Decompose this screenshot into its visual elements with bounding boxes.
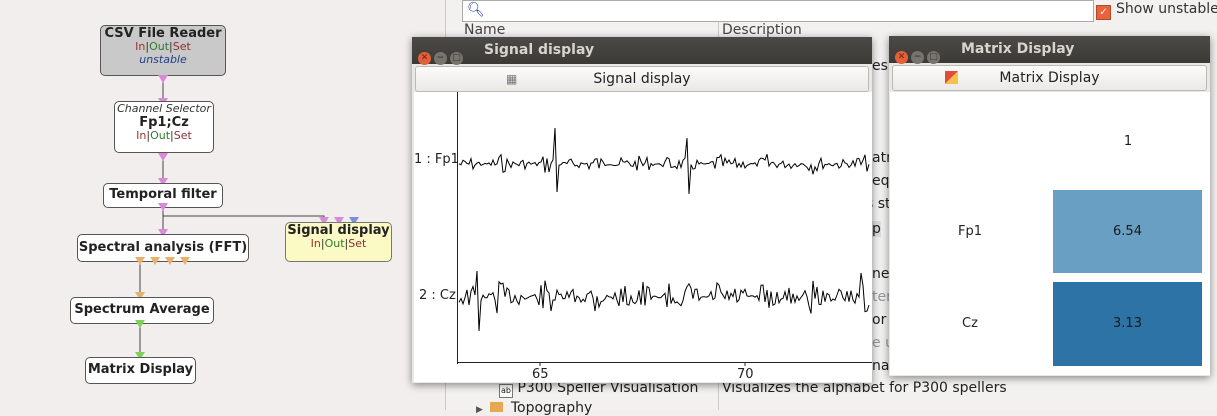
box-title: Spectrum Average [74,302,210,317]
column-header: 1 [1123,134,1133,149]
column-header-name[interactable]: Name [464,22,506,38]
output-pin[interactable] [150,257,160,265]
window-title: Matrix Display [961,41,1075,57]
channel-label: 2 : Cz [419,288,456,303]
trace-cz [458,270,870,332]
input-pin[interactable] [158,178,168,186]
output-pin[interactable] [135,320,145,328]
input-pin[interactable] [135,352,145,360]
y-axis [457,92,458,364]
row-label: Fp1 [958,224,983,239]
scenario-canvas[interactable]: CSV File Reader In|Out|Set unstable Chan… [0,0,445,410]
input-pin[interactable] [319,217,329,225]
input-pin[interactable] [334,217,344,225]
show-unstable-checkbox[interactable]: ✓ Show unstable [1096,1,1217,20]
window-titlebar[interactable]: ✕ − □ Matrix Display [889,36,1210,64]
close-icon[interactable]: ✕ [895,51,908,64]
tree-folder-topography[interactable]: ▶ Topography [476,400,593,416]
list-item-description: Visualizes the alphabet for P300 speller… [722,380,1007,396]
box-title: Spectral analysis (FFT) [78,240,248,255]
input-pin[interactable] [135,292,145,300]
expand-arrow-icon: ▶ [476,405,483,415]
description-fragment: s st [866,196,891,212]
matrix-grid: 1 Fp1 6.54 Cz 3.13 [890,92,1210,375]
input-pin[interactable] [158,229,168,237]
maximize-icon[interactable]: □ [927,51,940,64]
maximize-icon[interactable]: □ [450,52,463,65]
input-pin[interactable] [349,217,359,225]
signal-display-box[interactable]: Signal display In|Out|Set [285,222,392,262]
matrix-toolbar-button[interactable]: Matrix Display [892,65,1207,91]
search-input[interactable]: 🔍︎ [462,0,1094,22]
box-title: Signal display [287,223,390,238]
minimize-icon[interactable]: − [911,51,924,64]
window-title: Signal display [484,42,595,58]
search-icon: 🔍︎ [467,2,485,18]
grid-icon: ▦ [506,72,518,86]
box-title: Matrix Display [87,362,194,377]
box-title: Temporal filter [109,187,217,202]
box-io-labels: In|Out|Set [135,40,191,53]
output-pin[interactable] [165,257,175,265]
channel-selector-box[interactable]: Channel Selector Fp1;Cz In|Out|Set [114,101,214,153]
column-header-description[interactable]: Description [722,22,802,38]
description-fragment: es [872,58,888,74]
output-pin[interactable] [180,257,190,265]
description-fragment: p [872,221,881,237]
unstable-flag: unstable [139,53,187,66]
list-item[interactable]: ab P300 Speller Visualisation [499,380,699,398]
output-pin[interactable] [158,75,168,83]
output-pin[interactable] [158,203,168,211]
box-title: Fp1;Cz [139,115,189,130]
signal-traces [458,127,870,366]
box-type-icon: ab [499,384,513,398]
signal-plot-area[interactable]: 1 : Fp1 2 : Cz 65 70 [414,92,872,382]
description-fragment: ter [872,289,892,305]
matrix-display-box[interactable]: Matrix Display [85,357,196,384]
csv-file-reader-box[interactable]: CSV File Reader In|Out|Set unstable [100,25,226,76]
row-label: Cz [962,316,978,331]
box-title: CSV File Reader [104,26,222,41]
window-controls: ✕ − □ [418,43,466,70]
folder-icon [490,402,504,412]
check-icon: ✓ [1096,5,1111,20]
matrix-icon [945,71,958,84]
close-icon[interactable]: ✕ [418,52,431,65]
box-subtitle: Channel Selector [117,102,211,115]
x-tick-label: 65 [532,367,549,382]
matrix-cell: 6.54 [1053,190,1202,273]
signal-toolbar-button[interactable]: ▦ Signal display [415,66,869,92]
channel-label: 1 : Fp1 [414,152,459,167]
output-pin[interactable] [135,257,145,265]
spectral-analysis-box[interactable]: Spectral analysis (FFT) [77,234,249,262]
x-tick-label: 70 [737,367,754,382]
output-pin[interactable] [158,153,168,161]
window-titlebar[interactable]: ✕ − □ Signal display [412,37,872,65]
trace-fp1 [458,127,870,195]
minimize-icon[interactable]: − [434,52,447,65]
window-controls: ✕ − □ [895,42,943,69]
matrix-cell: 3.13 [1053,282,1202,366]
box-io-labels: In|Out|Set [136,129,192,142]
x-axis [457,362,872,363]
box-io-labels: In|Out|Set [310,237,367,250]
